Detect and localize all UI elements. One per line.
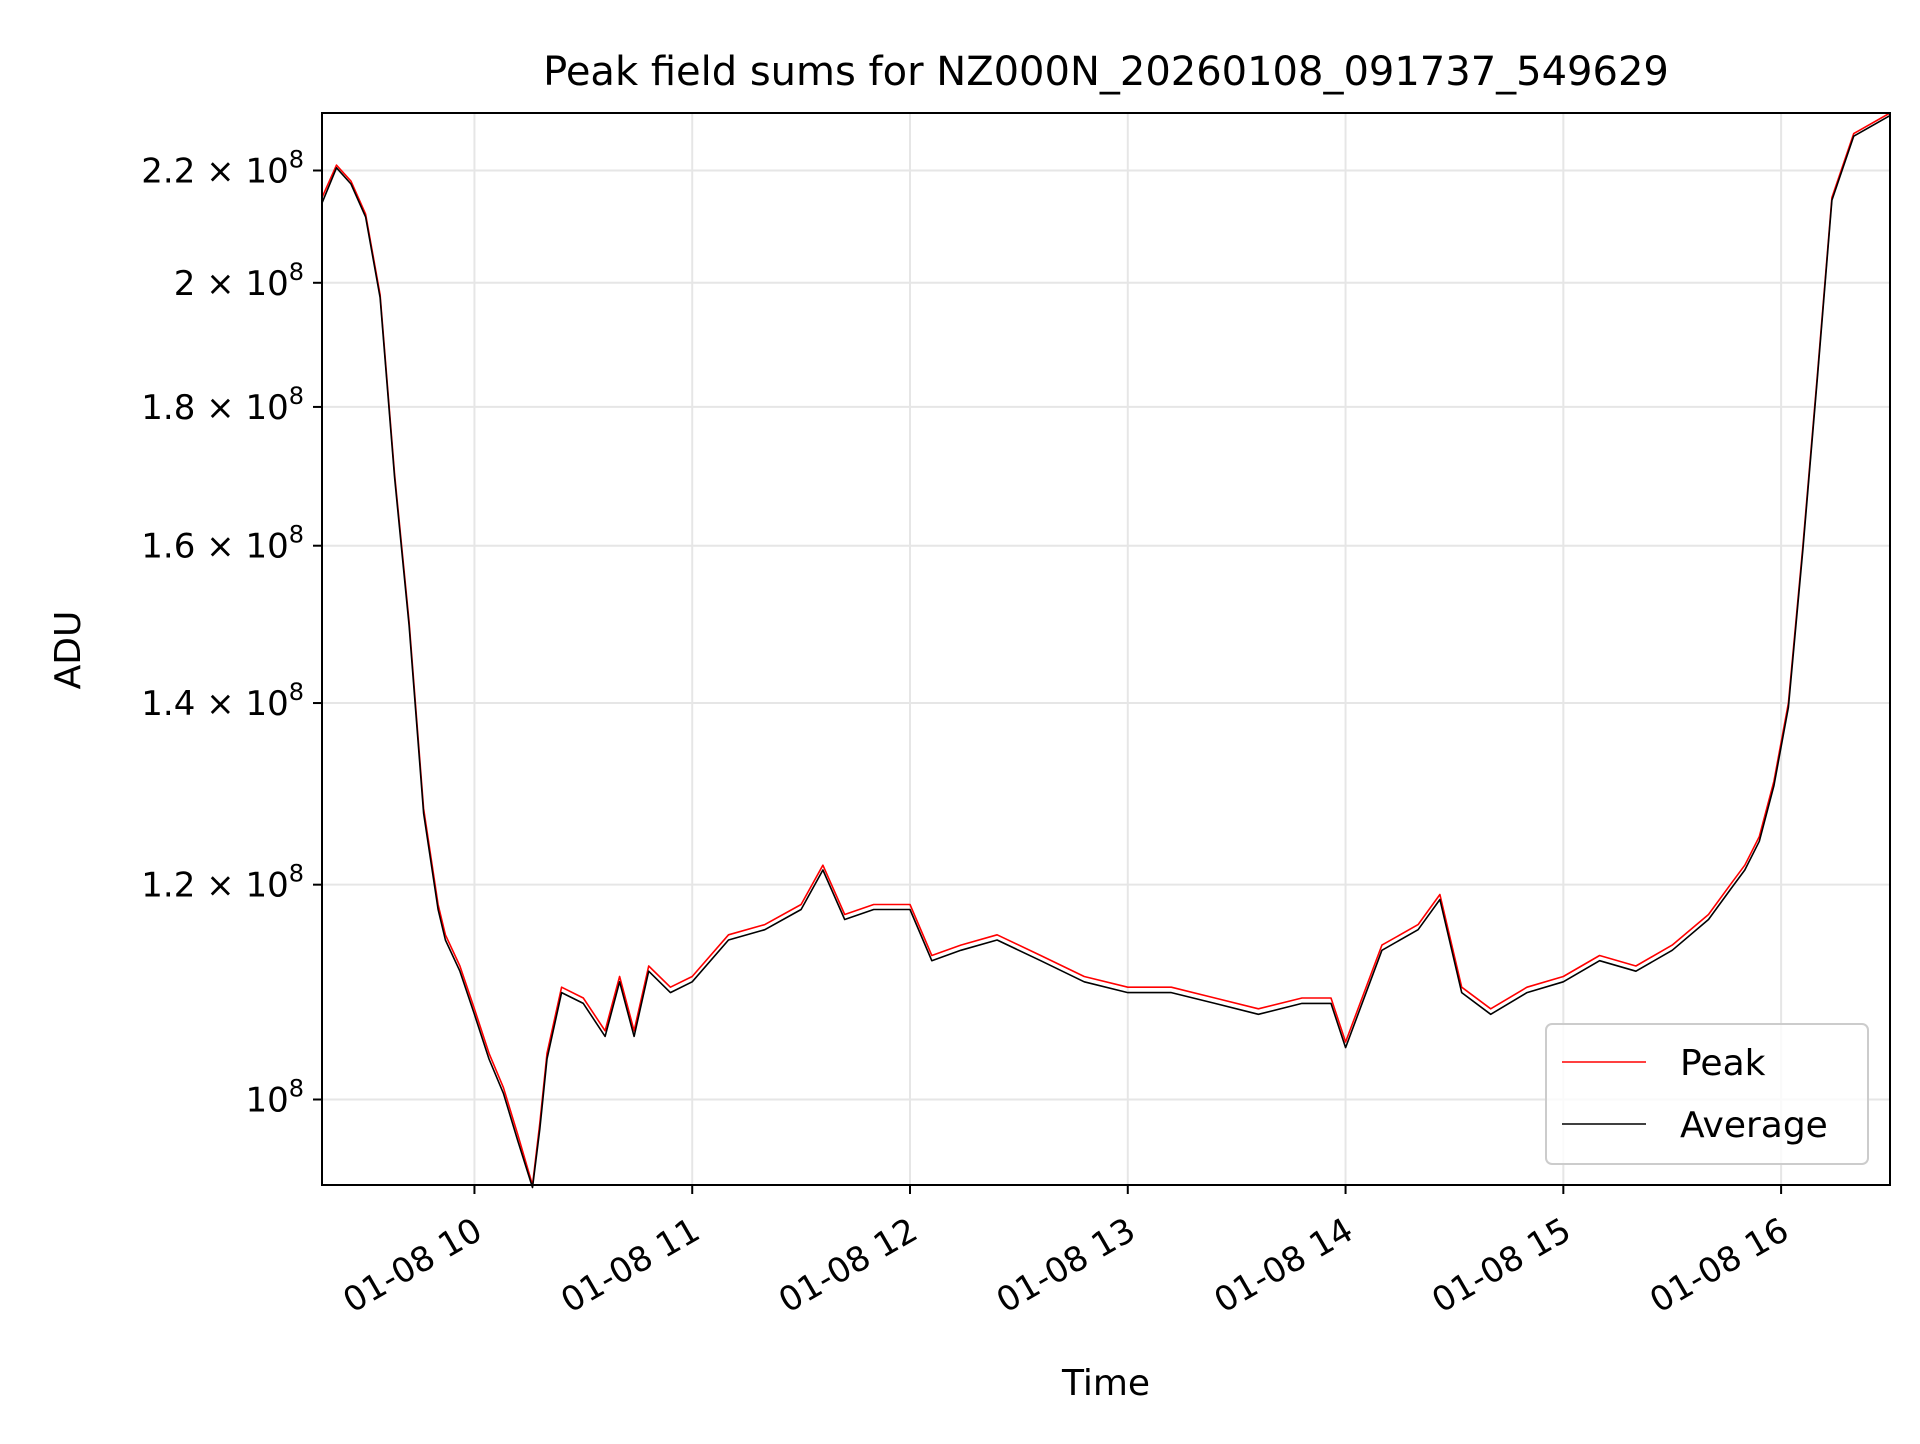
- x-tick-label: 01-08 15: [1425, 1210, 1577, 1321]
- series-line-average: [321, 114, 1891, 1189]
- x-tick-label: 01-08 14: [1208, 1210, 1360, 1321]
- y-tick-label: 108: [245, 1074, 304, 1120]
- x-tick-label: 01-08 16: [1643, 1210, 1795, 1321]
- legend-label-peak: Peak: [1680, 1043, 1766, 1084]
- y-tick-label: 1.8 × 108: [141, 382, 304, 428]
- x-tick-label: 01-08 12: [772, 1210, 924, 1321]
- series-line-peak: [321, 112, 1891, 1186]
- y-axis-label: ADU: [48, 611, 89, 690]
- y-tick-label: 1.2 × 108: [141, 860, 304, 906]
- legend-box: [1545, 1023, 1869, 1165]
- legend-label-average: Average: [1680, 1105, 1828, 1146]
- y-tick-label: 1.4 × 108: [141, 678, 304, 724]
- y-tick-label: 2.2 × 108: [141, 145, 304, 191]
- y-tick-label: 1.6 × 108: [141, 521, 304, 567]
- grid-layer: [322, 113, 1890, 1185]
- chart-title: Peak field sums for NZ000N_20260108_0917…: [543, 49, 1669, 95]
- y-tick-label: 2 × 108: [174, 258, 304, 304]
- x-tick-label: 01-08 10: [337, 1210, 489, 1321]
- plot-frame: [321, 112, 1891, 1186]
- x-tick-label: 01-08 11: [554, 1210, 706, 1321]
- series-layer: [321, 112, 1891, 1189]
- x-tick-layer: 01-08 10 01-08 11 01-08 12 01-08 13 01-08 14…: [337, 1185, 1796, 1321]
- y-tick-layer: 108 1.2 × 108 1.4 × 108 1.6 × 108 1.8 × 108 2…: [141, 145, 322, 1120]
- legend: Peak Average: [1545, 1023, 1869, 1165]
- x-axis-label: Time: [1061, 1363, 1150, 1404]
- x-tick-label: 01-08 13: [990, 1210, 1142, 1321]
